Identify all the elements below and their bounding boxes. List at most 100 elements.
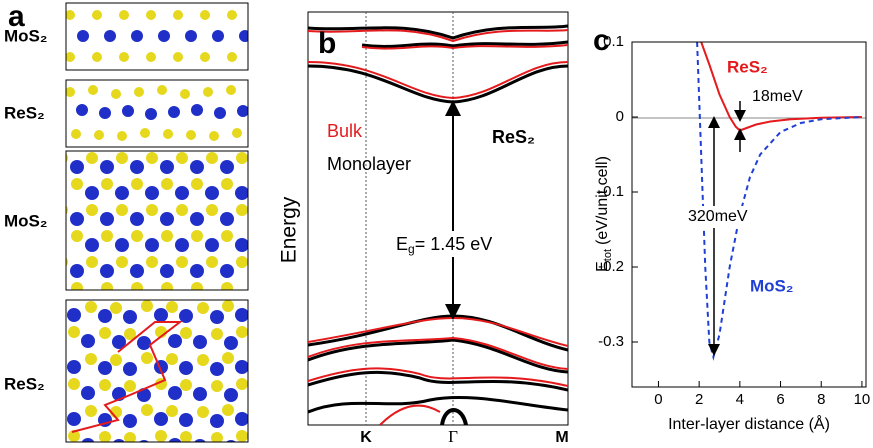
atom	[176, 204, 188, 216]
atom	[99, 431, 111, 442]
atom	[124, 328, 136, 340]
atom	[235, 186, 248, 200]
atom	[251, 230, 263, 242]
atom	[146, 52, 156, 62]
atom	[161, 282, 173, 290]
atom	[131, 178, 143, 190]
atom	[265, 290, 279, 304]
y-symbol: E	[594, 261, 611, 272]
x-tick-label: 4	[736, 391, 744, 408]
atom	[266, 413, 280, 427]
top-view	[54, 300, 294, 448]
atom	[193, 335, 207, 349]
atom	[146, 256, 158, 268]
x-tick-label: 2	[695, 391, 703, 408]
atom	[130, 160, 144, 174]
atom	[94, 130, 104, 140]
atom	[295, 290, 309, 304]
structure-box	[65, 150, 249, 291]
atom	[194, 439, 206, 442]
atom	[175, 290, 189, 304]
atom	[100, 264, 114, 278]
atom	[67, 360, 81, 374]
atom	[160, 212, 174, 226]
atom	[166, 405, 178, 417]
atom	[131, 30, 143, 42]
atom	[71, 230, 83, 242]
atom	[281, 282, 293, 294]
gap-subscript: g	[408, 242, 415, 256]
atom	[206, 204, 218, 216]
panel-label: b	[318, 27, 336, 60]
atom	[190, 264, 204, 278]
crystal-structures	[54, 10, 309, 448]
atom	[266, 309, 280, 323]
atom	[141, 300, 153, 312]
atom	[68, 326, 80, 338]
atom	[250, 160, 264, 174]
atom	[222, 300, 234, 312]
atom	[85, 301, 97, 313]
atom	[134, 87, 144, 97]
series-label: MoS₂	[750, 276, 793, 295]
atom	[175, 238, 189, 252]
atom	[179, 413, 193, 427]
atom	[86, 152, 98, 164]
atom	[191, 178, 203, 190]
atom	[66, 10, 75, 20]
atom	[70, 264, 84, 278]
annotation-bg	[686, 206, 762, 228]
atom	[251, 178, 263, 190]
atom	[236, 256, 248, 268]
atom	[124, 432, 136, 442]
atom	[66, 87, 75, 97]
band-frame	[307, 11, 569, 426]
atom	[209, 131, 219, 141]
atom	[239, 30, 248, 42]
atom	[92, 52, 102, 62]
atom	[180, 327, 192, 339]
atom	[145, 108, 157, 120]
atom	[158, 30, 170, 42]
atom	[280, 439, 294, 448]
atom	[281, 178, 293, 190]
atom	[141, 352, 153, 364]
atom	[185, 30, 197, 42]
atom	[139, 440, 149, 442]
atom	[180, 89, 190, 99]
atom	[70, 212, 84, 226]
atom	[236, 378, 248, 390]
atom	[119, 52, 129, 62]
row-label: ReS₂	[4, 103, 45, 122]
x-tick-label: 8	[817, 391, 825, 408]
atom	[280, 387, 294, 401]
x-axis-label: Inter-layer distance (Å)	[668, 414, 830, 433]
atom	[175, 186, 189, 200]
atom	[211, 380, 223, 392]
atom	[68, 430, 80, 442]
atom	[221, 178, 233, 190]
atom	[113, 439, 125, 442]
atom	[99, 107, 111, 119]
atom	[101, 178, 113, 190]
atom	[163, 129, 173, 139]
atom	[54, 300, 66, 312]
atom	[267, 379, 279, 391]
atom	[206, 152, 218, 164]
atom	[145, 186, 159, 200]
atom	[236, 430, 248, 442]
series-label: ReS₂	[727, 57, 768, 76]
atom	[179, 309, 193, 323]
atom	[226, 440, 236, 442]
atom	[71, 178, 83, 190]
y-tick-label: -0.2	[598, 258, 624, 275]
atom	[66, 52, 75, 62]
atom	[210, 362, 224, 376]
atom	[237, 105, 248, 117]
atom	[267, 431, 279, 443]
atom	[176, 256, 188, 268]
atom	[71, 282, 83, 290]
atom	[280, 335, 294, 349]
k-point: M	[555, 429, 568, 446]
